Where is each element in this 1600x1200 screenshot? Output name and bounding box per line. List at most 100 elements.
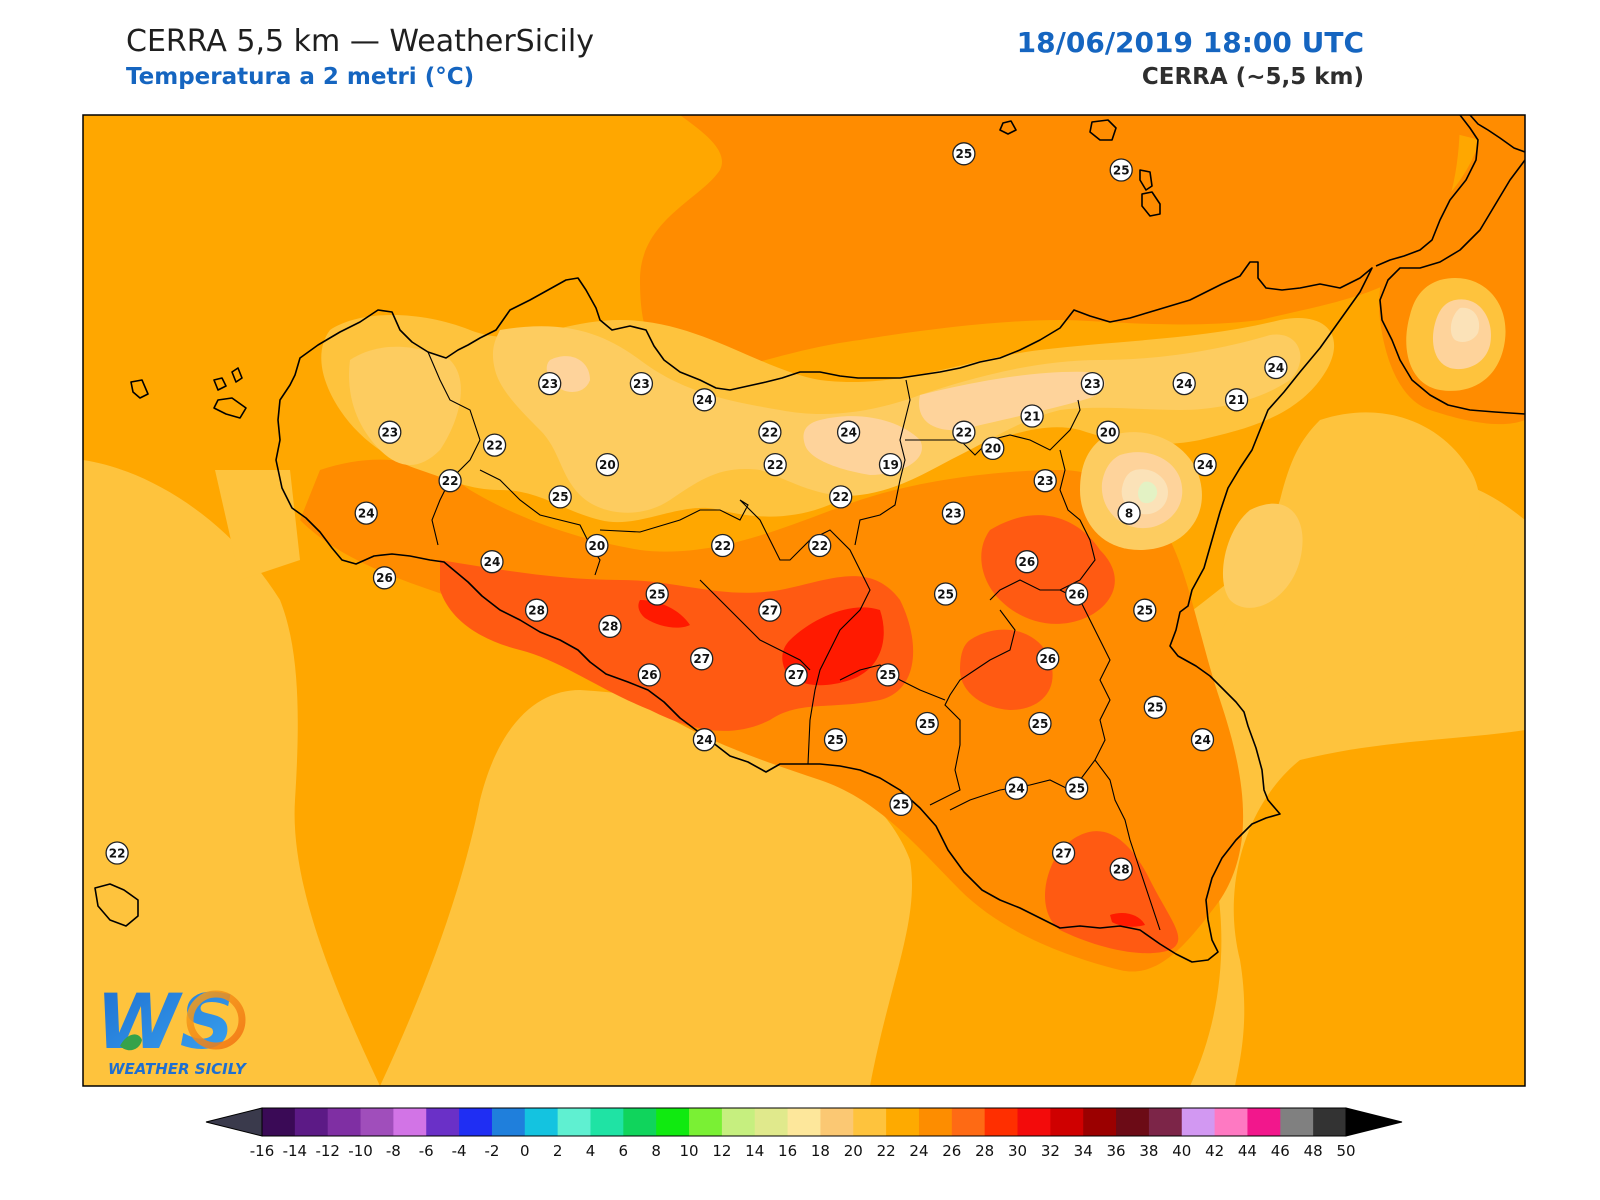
ustica-island — [999, 120, 1017, 135]
colorbar-swatch — [360, 1108, 394, 1136]
station-marker: 26 — [372, 566, 397, 590]
station-value: 24 — [696, 733, 713, 747]
station-marker: 23 — [538, 371, 562, 396]
colorbar-outline — [261, 1107, 1347, 1137]
station-marker: 22 — [829, 485, 853, 509]
station-marker-circle — [378, 420, 402, 444]
station-marker: 25 — [548, 485, 572, 509]
station-marker: 28 — [524, 598, 549, 622]
station-value: 25 — [1113, 163, 1130, 177]
colorbar-tick-label: 18 — [811, 1142, 830, 1160]
colorbar-tick-label: 8 — [651, 1142, 661, 1160]
station-marker: 25 — [1109, 158, 1133, 182]
station-marker-circle — [598, 614, 622, 639]
sicily-coast — [275, 261, 1373, 963]
station-marker-circle — [1133, 598, 1157, 622]
station-markers: 25 25 23 23 24 23 22 22 24 22 23 24 24 21 21 20 22 19 20 20… — [105, 142, 1288, 881]
colorbar-swatch — [1247, 1108, 1281, 1136]
station-value: 22 — [767, 458, 784, 472]
coastline — [94, 115, 1525, 963]
station-marker-circle — [1020, 404, 1044, 428]
station-value: 22 — [486, 438, 503, 452]
station-marker: 20 — [981, 436, 1005, 461]
station-value: 22 — [811, 539, 828, 553]
station-marker-circle — [548, 485, 572, 509]
station-marker-circle — [482, 433, 507, 457]
colorbar-tick-label: 32 — [1041, 1142, 1060, 1160]
station-marker: 25 — [823, 728, 848, 752]
valid-datetime: 18/06/2019 18:00 UTC — [1016, 26, 1364, 59]
station-marker-circle — [645, 582, 669, 606]
station-marker-circle — [1051, 841, 1076, 865]
station-marker-circle — [763, 452, 787, 477]
station-value: 20 — [599, 458, 616, 472]
logo-name: WEATHER SICILY — [108, 1060, 248, 1078]
station-marker-circle — [595, 452, 620, 477]
station-value: 22 — [714, 539, 731, 553]
station-marker: 23 — [378, 420, 402, 444]
colorbar-tick-labels: -16 -14 -12 -10 -8 -6 -4 -2 0 2 4 6 8 10 12 14 16 18 20 22 2… — [250, 1142, 1356, 1160]
station-marker-circle — [758, 598, 782, 622]
colorbar-swatches — [262, 1108, 1347, 1136]
station-marker-circle — [784, 663, 808, 687]
colorbar-swatch — [294, 1108, 329, 1136]
station-value: 8 — [1125, 506, 1133, 520]
station-marker: 28 — [1109, 857, 1133, 881]
station-value: 24 — [484, 555, 501, 569]
station-value: 22 — [109, 846, 126, 860]
colorbar-tick-label: 4 — [586, 1142, 596, 1160]
station-marker: 24 — [1193, 452, 1217, 477]
station-marker: 26 — [1015, 550, 1039, 574]
station-value: 26 — [1039, 652, 1056, 666]
station-marker-circle — [915, 711, 939, 736]
station-value: 25 — [1068, 782, 1085, 796]
station-marker-circle — [1117, 501, 1141, 525]
colorbar-swatch — [491, 1108, 526, 1136]
colorbar-swatch — [787, 1108, 822, 1136]
station-value: 24 — [1008, 782, 1025, 796]
colorbar-tick-label: 44 — [1238, 1142, 1257, 1160]
colorbar-swatch — [1050, 1108, 1084, 1136]
station-marker-circle — [1109, 857, 1133, 881]
colorbar-swatch — [754, 1108, 789, 1136]
station-marker-circle — [105, 841, 129, 865]
station-value: 28 — [1113, 862, 1130, 876]
station-marker: 25 — [876, 663, 900, 687]
station-value: 21 — [1024, 409, 1041, 423]
leaf-icon — [120, 1034, 142, 1051]
station-marker: 25 — [1143, 695, 1167, 719]
colorbar-tick-label: 6 — [619, 1142, 629, 1160]
station-value: 22 — [832, 490, 849, 504]
colorbar-swatch — [623, 1108, 657, 1136]
colorbar-tick-label: 14 — [745, 1142, 764, 1160]
station-value: 26 — [1019, 555, 1036, 569]
station-marker-circle — [1096, 420, 1120, 444]
levanzo-island — [231, 367, 243, 383]
station-marker: 25 — [889, 792, 913, 817]
colorbar-tick-label: 40 — [1172, 1142, 1191, 1160]
station-marker: 24 — [1190, 728, 1215, 752]
favignana-island — [213, 397, 247, 419]
station-marker-circle — [1224, 388, 1249, 412]
station-marker-circle — [952, 142, 976, 166]
station-value: 23 — [1037, 474, 1054, 488]
station-marker-circle — [829, 485, 853, 509]
station-value: 28 — [602, 620, 619, 634]
station-marker: 24 — [692, 388, 717, 412]
station-marker: 24 — [836, 420, 861, 444]
colorbar-swatch — [656, 1108, 690, 1136]
weather-sicily-logo: WS WEATHER SICILY — [96, 977, 248, 1078]
station-marker-circle — [629, 371, 654, 396]
station-marker-circle — [585, 533, 609, 558]
station-value: 25 — [1136, 604, 1153, 618]
station-value: 25 — [1032, 717, 1049, 731]
station-value: 25 — [1147, 701, 1164, 715]
station-marker-circle — [690, 647, 714, 671]
station-marker: 25 — [1028, 711, 1052, 736]
station-marker-circle — [372, 566, 397, 590]
station-marker-circle — [941, 501, 966, 525]
station-marker: 23 — [629, 371, 654, 396]
station-marker: 22 — [711, 533, 735, 558]
station-value: 20 — [589, 539, 606, 553]
marettimo-island — [130, 379, 149, 399]
